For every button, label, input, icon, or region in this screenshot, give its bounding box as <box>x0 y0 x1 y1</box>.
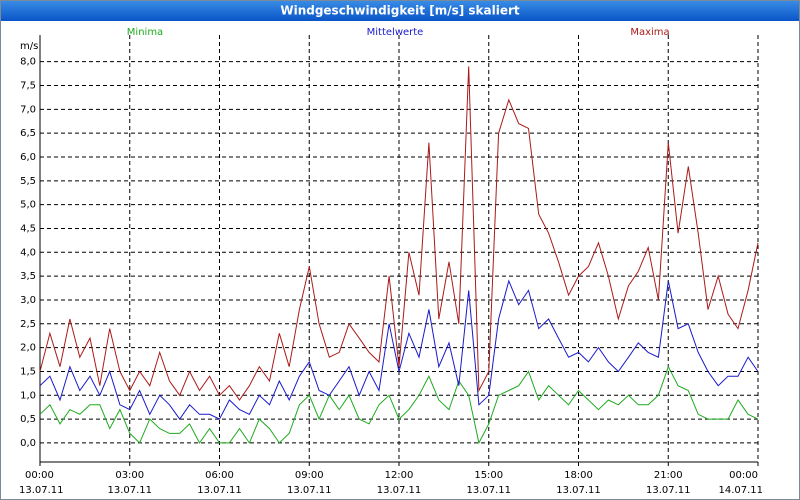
y-tick-label: 2,0 <box>20 343 36 354</box>
y-tick-label: 5,5 <box>20 176 36 187</box>
y-tick-label: 2,5 <box>20 319 36 330</box>
y-tick-label: 7,5 <box>20 81 36 92</box>
series-line <box>39 66 759 401</box>
y-tick-label: 4,5 <box>20 223 36 234</box>
y-tick-label: 5,0 <box>20 200 36 211</box>
legend-entry: Mittelwerte <box>367 27 424 38</box>
series-line <box>39 365 759 445</box>
x-tick-date: 13.07.11 <box>556 485 601 496</box>
x-tick-date: 14.07.11 <box>718 485 763 496</box>
x-tick-date: 13.07.11 <box>19 485 64 496</box>
y-tick-label: 3,0 <box>20 295 36 306</box>
y-tick-label: 0,0 <box>20 438 36 449</box>
title-bar <box>0 0 800 21</box>
x-tick-date: 13.07.11 <box>646 485 691 496</box>
y-tick-label: 6,0 <box>20 152 36 163</box>
x-tick-label: 09:00 <box>295 470 324 481</box>
y-tick-label: 7,0 <box>20 104 36 115</box>
x-tick-date: 13.07.11 <box>197 485 242 496</box>
x-tick-label: 12:00 <box>385 470 414 481</box>
y-tick-label: 6,5 <box>20 128 36 139</box>
x-tick-label: 21:00 <box>654 470 683 481</box>
legend-entry: Maxima <box>630 27 669 38</box>
series-line <box>39 279 759 420</box>
x-tick-date: 13.07.11 <box>287 485 332 496</box>
x-tick-label: 15:00 <box>474 470 503 481</box>
x-tick-date: 13.07.11 <box>377 485 422 496</box>
y-tick-label: 0,5 <box>20 414 36 425</box>
x-tick-label: 00:00 <box>729 470 758 481</box>
x-tick-label: 18:00 <box>564 470 593 481</box>
x-tick-label: 06:00 <box>205 470 234 481</box>
y-tick-label: 1,0 <box>20 390 36 401</box>
x-tick-label: 00:00 <box>25 470 54 481</box>
x-tick-date: 13.07.11 <box>107 485 152 496</box>
legend-entry: Minima <box>127 27 163 38</box>
y-tick-label: 4,0 <box>20 247 36 258</box>
y-tick-label: 8,0 <box>20 57 36 68</box>
chart-title: Windgeschwindigkeit [m/s] skaliert <box>280 4 520 18</box>
x-tick-date: 13.07.11 <box>466 485 511 496</box>
y-tick-label: 3,5 <box>20 271 36 282</box>
y-unit: m/s <box>20 41 38 52</box>
y-tick-label: 1,5 <box>20 366 36 377</box>
x-tick-label: 03:00 <box>115 470 144 481</box>
